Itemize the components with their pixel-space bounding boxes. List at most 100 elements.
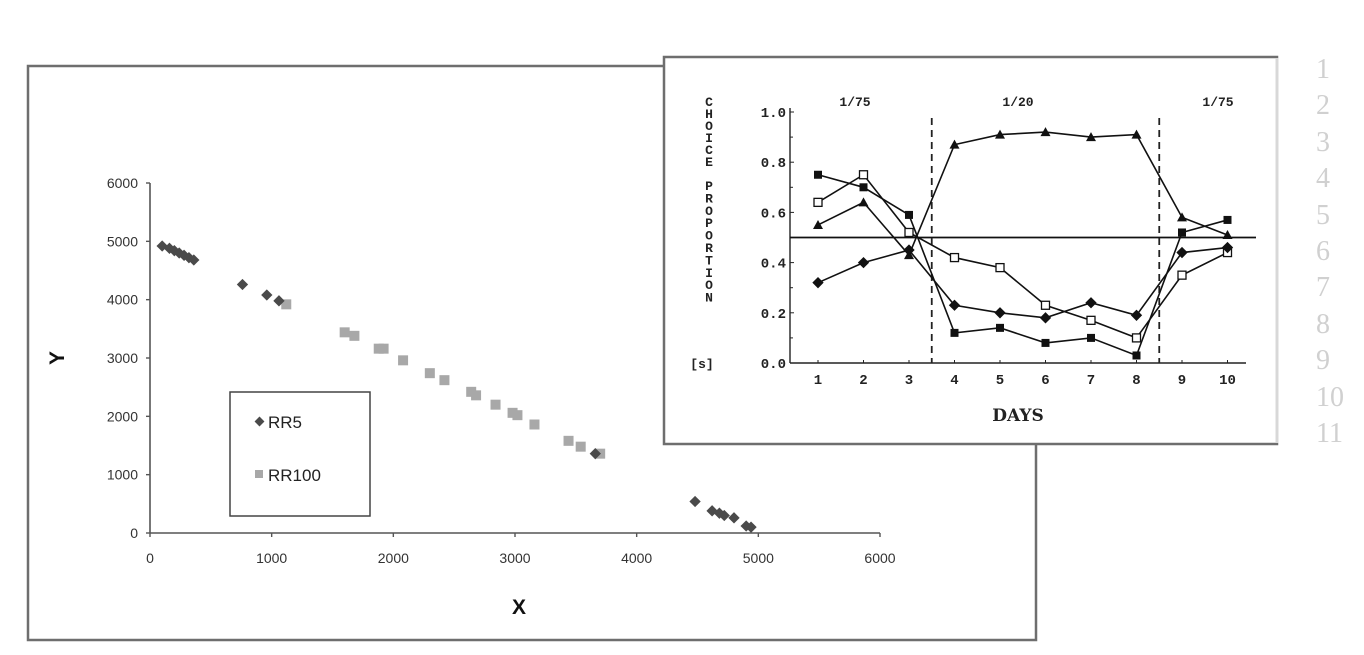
open-square-marker (904, 227, 914, 238)
inset-chart-series (812, 127, 1234, 360)
rr100-point (490, 399, 501, 410)
triangle-marker (949, 139, 960, 149)
inset-y-label-letter: H (705, 107, 713, 122)
triangle-marker (1177, 212, 1187, 222)
inset-y-tick-label: 1.0 (761, 106, 786, 122)
inset-x-tick-label: 8 (1132, 373, 1140, 389)
filled-square-marker (859, 183, 868, 192)
open-square-marker (858, 170, 869, 180)
main-y-tick-label: 5000 (107, 233, 138, 249)
main-y-tick-label: 3000 (107, 350, 138, 366)
line-number: 8 (1316, 308, 1330, 340)
open-square-marker (813, 197, 823, 208)
rr100-point (512, 410, 523, 421)
filled-square-marker (1178, 228, 1186, 237)
diamond-marker (1085, 297, 1097, 309)
rr100-point (563, 435, 574, 446)
rr5-point (589, 448, 601, 460)
inset-series-line (817, 246, 1228, 319)
inset-x-tick-label: 5 (996, 373, 1004, 389)
diamond-marker (1130, 309, 1143, 321)
rr100-point (281, 299, 292, 310)
filled-square-marker (996, 323, 1004, 332)
inset-y-label-letter: O (705, 229, 713, 244)
filled-square-marker (905, 210, 913, 219)
diamond-marker (857, 256, 870, 269)
main-x-tick-label: 5000 (743, 550, 774, 566)
line-number: 6 (1316, 235, 1330, 267)
line-number: 10 (1316, 381, 1344, 413)
line-number: 5 (1316, 199, 1330, 231)
main-chart-legend: RR5 RR100 (229, 391, 371, 517)
triangle-marker (1222, 229, 1233, 239)
open-square-marker (949, 252, 960, 263)
main-y-tick-label: 6000 (107, 175, 138, 191)
inset-y-label-letter: O (705, 278, 713, 293)
inset-phase-label-1: 1/75 (839, 95, 870, 110)
inset-y-label-letter: R (705, 191, 713, 206)
line-number: 2 (1316, 90, 1330, 122)
rr100-point (575, 441, 586, 452)
inset-y-tick-label: 0.2 (761, 307, 786, 323)
legend-box (229, 391, 371, 517)
main-x-tick-label: 0 (146, 550, 154, 566)
inset-y-label-letter: P (705, 216, 713, 231)
line-number: 3 (1316, 126, 1330, 158)
rr100-point (471, 390, 482, 401)
rr100-point (439, 375, 450, 386)
open-square-marker (995, 262, 1005, 273)
rr5-point (745, 521, 757, 533)
open-square-marker (1177, 270, 1187, 280)
open-square-marker (1040, 300, 1051, 310)
inset-y-label-letter: O (705, 119, 713, 134)
inset-series-line (817, 131, 1228, 257)
main-x-tick-label: 3000 (499, 550, 530, 566)
diamond-marker (812, 277, 824, 289)
open-square-marker (1086, 315, 1096, 325)
line-number: 4 (1316, 163, 1330, 195)
inset-x-tick-label: 3 (905, 373, 913, 389)
inset-y-label-letter: T (705, 253, 713, 268)
main-chart-points (156, 240, 757, 533)
main-y-tick-label: 0 (130, 525, 138, 541)
inset-y-tick-label: 0.0 (761, 357, 786, 373)
inset-y-tick-label: 0.6 (761, 206, 786, 222)
diamond-marker (903, 244, 915, 256)
inset-phase-label-2: 1/20 (1002, 95, 1033, 110)
rr100-point (529, 419, 540, 430)
rr5-point (689, 495, 701, 508)
main-y-axis-label: Y (46, 351, 69, 365)
triangle-marker (995, 129, 1005, 139)
inset-y-axis-unit: [s] (690, 357, 713, 372)
diamond-marker (1039, 312, 1052, 324)
filled-square-marker (1087, 333, 1095, 342)
inset-y-label-letter: N (705, 291, 713, 306)
rr5-point (188, 254, 200, 266)
inset-x-tick-label: 6 (1041, 373, 1049, 389)
inset-y-label-letter: R (705, 241, 713, 256)
rr5-point (728, 512, 740, 524)
triangle-marker (813, 219, 823, 229)
triangle-marker (858, 197, 869, 207)
inset-y-label-letter: C (705, 95, 713, 110)
main-x-tick-label: 1000 (256, 550, 287, 566)
main-x-tick-label: 2000 (378, 550, 409, 566)
rr100-point (378, 343, 389, 354)
triangle-marker (1131, 129, 1142, 139)
diamond-marker (1176, 246, 1188, 259)
main-y-tick-label: 2000 (107, 408, 138, 424)
filled-square-marker (950, 328, 959, 337)
diamond-marker (1221, 241, 1234, 254)
inset-y-tick-label: 0.4 (761, 257, 786, 273)
main-y-tick-label: 4000 (107, 292, 138, 308)
open-square-marker (1131, 333, 1142, 343)
rr100-point (349, 330, 360, 341)
inset-x-tick-label: 4 (950, 373, 958, 389)
diamond-marker (948, 299, 961, 311)
rr100-point (424, 368, 435, 379)
inset-x-tick-label: 2 (859, 373, 867, 389)
inset-x-tick-label: 10 (1219, 373, 1236, 389)
inset-y-tick-label: 0.8 (761, 156, 786, 172)
